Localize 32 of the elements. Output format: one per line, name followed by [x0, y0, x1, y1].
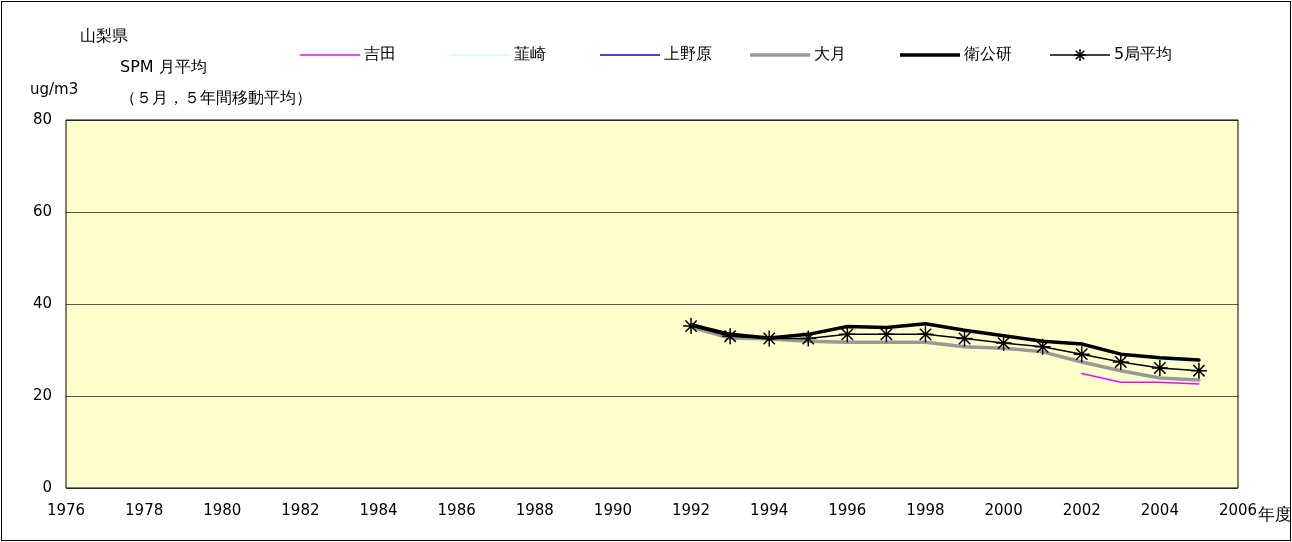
x-tick-label: 1998 [906, 500, 945, 519]
x-tick-label: 1980 [203, 500, 242, 519]
text: （５月，５年間移動平均） [120, 88, 312, 108]
y-tick-label: 40 [32, 293, 52, 312]
x-tick-label: 1996 [828, 500, 867, 519]
y-tick-label: 0 [42, 477, 52, 496]
x-tick-label: 1984 [359, 500, 398, 519]
x-tick-label: 1986 [437, 500, 476, 519]
x-tick-label: 1976 [46, 500, 86, 519]
legend-label: 上野原 [664, 44, 712, 65]
x-tick-label: 1978 [125, 500, 164, 519]
legend-label: 5局平均 [1114, 44, 1173, 65]
y-tick-label: 60 [32, 201, 52, 220]
x-tick-label: 1982 [281, 500, 320, 519]
x-tick-label: 1988 [515, 500, 554, 519]
legend-label: 大月 [814, 44, 846, 65]
x-tick-label: 1992 [671, 500, 711, 519]
y-tick-label: 20 [32, 385, 52, 404]
legend-label: 吉田 [364, 44, 396, 65]
y-axis-title: ug/m3 [30, 79, 79, 98]
legend-label: 衛公研 [964, 44, 1012, 65]
x-axis-title: 年度 [1258, 504, 1292, 525]
y-tick-label: 80 [32, 109, 52, 128]
legend-label: 韮崎 [514, 44, 546, 65]
x-tick-label: 2002 [1062, 500, 1101, 519]
x-tick-label: 1994 [750, 500, 789, 519]
chart-title: 山梨県 [80, 26, 128, 46]
x-tick-label: 2004 [1140, 500, 1179, 519]
x-tick-label: 2000 [984, 500, 1023, 519]
chart-subtitle: SPM 月平均 [120, 57, 207, 77]
x-tick-label: 1990 [593, 500, 633, 519]
x-tick-label: 2006 [1218, 500, 1258, 519]
